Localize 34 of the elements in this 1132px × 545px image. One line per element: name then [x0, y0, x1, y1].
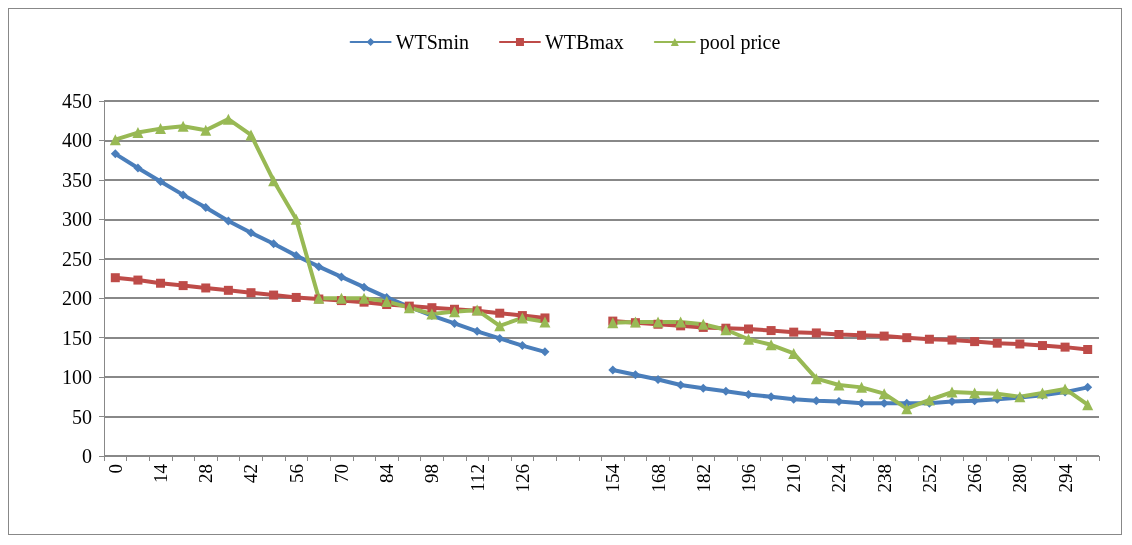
x-tick-label: 56 [285, 464, 307, 483]
y-tick-label: 450 [62, 90, 92, 112]
legend-label: pool price [699, 31, 781, 54]
x-tick-label: 210 [783, 464, 805, 493]
x-tick-label: 112 [466, 464, 488, 492]
x-tick-label: 238 [873, 464, 895, 493]
y-tick-label: 0 [82, 445, 92, 467]
y-tick-label: 100 [62, 366, 92, 389]
x-tick-label: 224 [828, 463, 850, 493]
x-tick-label: 14 [150, 463, 172, 483]
y-tick-label: 150 [62, 326, 92, 349]
x-tick-label: 252 [918, 464, 940, 493]
x-tick-label: 182 [692, 464, 714, 493]
x-tick-label: 98 [421, 464, 443, 483]
y-tick-label: 250 [62, 247, 92, 270]
y-tick-label: 300 [62, 208, 92, 231]
x-tick-label: 42 [240, 464, 262, 483]
x-tick-label: 28 [195, 464, 217, 483]
x-tick-label: 154 [602, 463, 624, 493]
y-tick-label: 350 [62, 168, 92, 191]
x-tick-label: 280 [1009, 464, 1031, 493]
x-tick-label: 196 [737, 464, 759, 493]
x-tick-label: 168 [647, 464, 669, 493]
x-tick-label: 0 [104, 464, 126, 474]
x-tick-label: 294 [1054, 463, 1076, 493]
x-tick-label: 126 [511, 464, 533, 493]
x-tick-label: 266 [964, 464, 986, 493]
legend-label: WTBmax [544, 31, 624, 53]
x-tick-label: 70 [330, 464, 352, 483]
x-tick-label: 84 [376, 463, 398, 483]
y-tick-label: 50 [72, 405, 92, 428]
legend-label: WTSmin [395, 31, 469, 53]
y-tick-label: 400 [62, 129, 92, 152]
y-tick-label: 200 [62, 287, 92, 310]
